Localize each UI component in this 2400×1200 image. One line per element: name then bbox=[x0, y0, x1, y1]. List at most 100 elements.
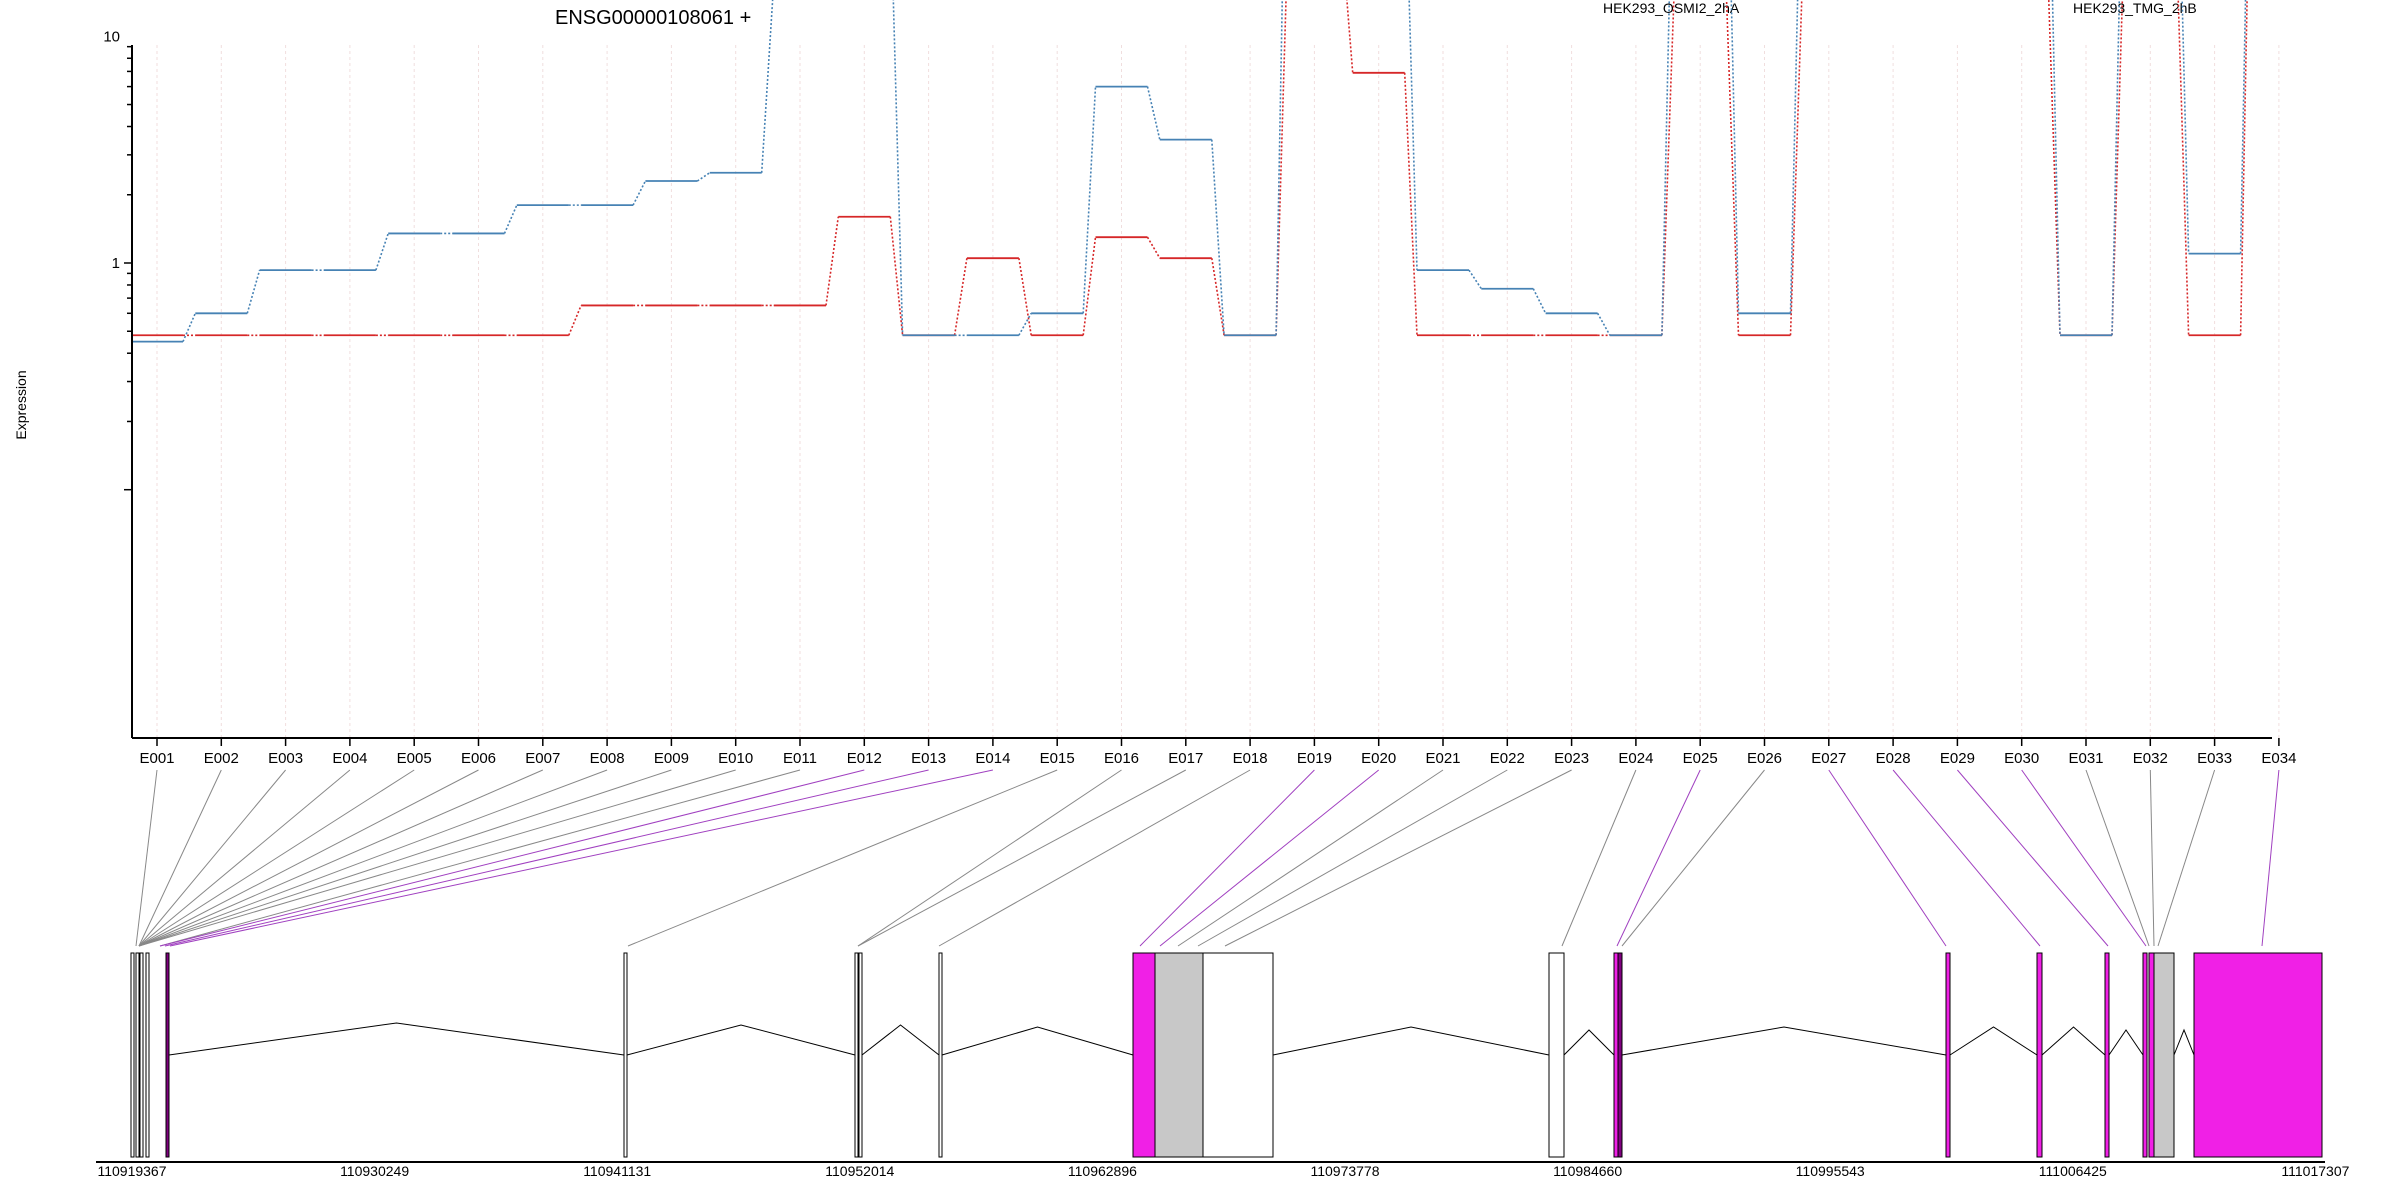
x-tick-label: E028 bbox=[1876, 750, 1911, 767]
series-connector bbox=[892, 0, 904, 336]
x-tick-label: E001 bbox=[139, 750, 174, 767]
exon-box bbox=[130, 952, 135, 1158]
exon-connector bbox=[138, 769, 415, 947]
exon-connector bbox=[857, 769, 1187, 947]
x-tick-label: E024 bbox=[1618, 750, 1653, 767]
exon-connector bbox=[2157, 769, 2216, 947]
exon-connector bbox=[138, 769, 608, 947]
exon-box bbox=[1617, 952, 1623, 1158]
exon-box bbox=[2104, 952, 2110, 1158]
exon-box bbox=[858, 952, 863, 1158]
exon-box bbox=[2148, 952, 2155, 1158]
x-tick-label: E025 bbox=[1683, 750, 1718, 767]
genome-tick-label: 110995543 bbox=[1796, 1163, 1865, 1179]
series-connector bbox=[2111, 0, 2124, 336]
chart-title: ENSG00000108061 + bbox=[555, 7, 751, 29]
exon-connector bbox=[1197, 769, 1508, 947]
exon-box bbox=[2193, 952, 2323, 1158]
series-connector bbox=[182, 312, 197, 342]
series-connector bbox=[1730, 0, 1740, 314]
series-connector bbox=[696, 172, 711, 182]
exon-connector bbox=[159, 769, 865, 947]
exon-box bbox=[1945, 952, 1951, 1158]
series-connector bbox=[2239, 0, 2248, 336]
series-connector bbox=[2047, 0, 2061, 336]
genome-tick-label: 110952014 bbox=[825, 1163, 894, 1179]
intron-line bbox=[1621, 1026, 1947, 1056]
x-tick-label: E003 bbox=[268, 750, 303, 767]
exon-box bbox=[1548, 952, 1565, 1158]
x-tick-label: E032 bbox=[2133, 750, 2168, 767]
x-tick-label: E006 bbox=[461, 750, 496, 767]
series-connector bbox=[1275, 0, 1287, 336]
exon-connector bbox=[138, 769, 351, 947]
exon-connector bbox=[2149, 769, 2155, 947]
x-tick-label: E030 bbox=[2004, 750, 2039, 767]
series-connector bbox=[2111, 0, 2121, 336]
x-tick-label: E013 bbox=[911, 750, 946, 767]
exon-connector bbox=[135, 769, 158, 947]
x-tick-label: E023 bbox=[1554, 750, 1589, 767]
genome-tick-label: 110962896 bbox=[1068, 1163, 1137, 1179]
series-connector bbox=[1275, 0, 1284, 336]
exon-connector bbox=[2021, 769, 2147, 947]
exon-connector bbox=[1616, 769, 1701, 947]
series-connector bbox=[1408, 0, 1418, 271]
x-tick-label: E011 bbox=[783, 750, 817, 767]
exon-box bbox=[165, 952, 170, 1158]
x-tick-label: E033 bbox=[2197, 750, 2232, 767]
x-tick-label: E018 bbox=[1233, 750, 1268, 767]
x-tick-label: E002 bbox=[204, 750, 239, 767]
exon-connectors bbox=[135, 769, 2280, 947]
intron-line bbox=[2041, 1026, 2106, 1056]
exon-box bbox=[139, 952, 144, 1158]
x-tick-label: E008 bbox=[590, 750, 625, 767]
x-tick-label: E019 bbox=[1297, 750, 1332, 767]
series-connector bbox=[825, 216, 840, 306]
intron-line bbox=[1272, 1026, 1550, 1056]
intron-line bbox=[168, 1022, 625, 1056]
series-connector bbox=[953, 258, 968, 336]
exon-connector bbox=[2085, 769, 2150, 947]
exon-connector bbox=[138, 769, 672, 947]
exon-connector bbox=[857, 769, 1122, 947]
exon-connector bbox=[1957, 769, 2109, 947]
exon-connector bbox=[1561, 769, 1637, 947]
series-connector bbox=[1018, 312, 1032, 336]
genome-tick-label: 111006425 bbox=[2039, 1163, 2107, 1179]
exon-connector bbox=[138, 769, 736, 947]
series-2 bbox=[131, 0, 2247, 343]
genome-tick-label: 110941131 bbox=[583, 1163, 651, 1179]
y-tick-label: 10 bbox=[103, 28, 120, 45]
series-connector bbox=[1596, 312, 1611, 336]
exon-connector bbox=[138, 769, 286, 947]
exon-connector bbox=[1892, 769, 2041, 947]
exon-box bbox=[2153, 952, 2175, 1158]
series-lines bbox=[131, 0, 2248, 343]
x-tick-label: E021 bbox=[1425, 750, 1460, 767]
x-tick-label: E012 bbox=[847, 750, 882, 767]
intron-line bbox=[626, 1024, 856, 1056]
series-connector bbox=[1346, 0, 1354, 73]
series-connector bbox=[1146, 86, 1161, 140]
exon-connector bbox=[1139, 769, 1315, 947]
exon-box bbox=[135, 952, 140, 1158]
series-connector bbox=[246, 269, 261, 314]
exon-box bbox=[2036, 952, 2043, 1158]
exon-box bbox=[145, 952, 150, 1158]
exon-box bbox=[1202, 952, 1274, 1158]
series-connector bbox=[1661, 0, 1671, 336]
exon-connector bbox=[164, 769, 929, 947]
exon-connector bbox=[138, 769, 222, 947]
exon-connector bbox=[1177, 769, 1444, 947]
x-tick-label: E026 bbox=[1747, 750, 1782, 767]
series-connector bbox=[2181, 0, 2190, 254]
series-connector bbox=[760, 0, 774, 173]
y-tick-label: 1 bbox=[112, 255, 120, 272]
genome-tick-label: 111017307 bbox=[2281, 1163, 2349, 1179]
grid-lines bbox=[156, 45, 2280, 738]
series-connector bbox=[568, 305, 582, 336]
series-connector bbox=[1211, 139, 1225, 336]
series-connector bbox=[1532, 288, 1547, 314]
